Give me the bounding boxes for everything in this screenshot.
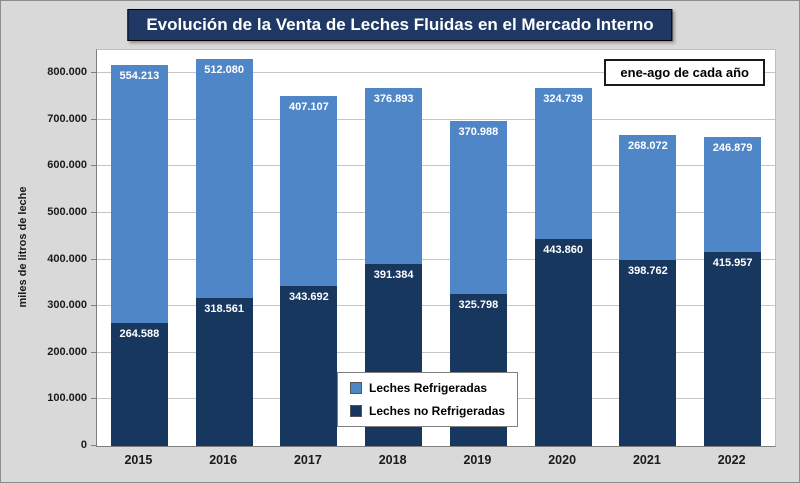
segment-leches-refrigeradas: 370.988: [449, 121, 507, 294]
data-label-no-refrigeradas: 318.561: [204, 303, 245, 315]
y-axis-tick-label: 800.000: [47, 66, 87, 78]
bar-slot: 407.107 343.692: [267, 50, 352, 446]
data-label-refrigeradas: 268.072: [627, 140, 668, 152]
y-axis-tick-label: 400.000: [47, 253, 87, 265]
x-axis-tick-label: 2022: [717, 453, 746, 467]
data-label-no-refrigeradas: 415.957: [712, 257, 753, 269]
segment-leches-refrigeradas: 512.080: [195, 59, 253, 298]
gridline: [97, 72, 775, 73]
segment-leches-refrigeradas: 246.879: [704, 137, 762, 252]
legend-item: Leches Refrigeradas: [350, 381, 505, 395]
y-axis-tick-mark: [91, 445, 96, 446]
gridline: [97, 119, 775, 120]
segment-leches-refrigeradas: 407.107: [280, 96, 338, 286]
y-axis-tick-mark: [91, 398, 96, 399]
y-axis-tick-label: 200.000: [47, 346, 87, 358]
stacked-bar: 324.739 443.860: [534, 88, 592, 446]
legend-label: Leches no Refrigeradas: [369, 404, 506, 418]
y-axis-tick-mark: [91, 259, 96, 260]
stacked-bar: 407.107 343.692: [280, 96, 338, 446]
y-axis-tick-mark: [91, 212, 96, 213]
gridline: [97, 212, 775, 213]
x-axis-tick-label: 2016: [209, 453, 238, 467]
data-label-no-refrigeradas: 398.762: [627, 265, 668, 277]
data-label-no-refrigeradas: 391.384: [373, 269, 414, 281]
bar-slot: 324.739 443.860: [521, 50, 606, 446]
y-axis-tick-label: 300.000: [47, 299, 87, 311]
data-label-no-refrigeradas: 343.692: [288, 291, 329, 303]
x-axis-tick-label: 2020: [548, 453, 577, 467]
y-axis-tick-mark: [91, 305, 96, 306]
stacked-bar: 512.080 318.561: [195, 59, 253, 446]
bar-slot: 512.080 318.561: [182, 50, 267, 446]
bars: 554.213 264.588 512.080 318.561 407.107 343.6…: [97, 50, 775, 446]
data-label-refrigeradas: 554.213: [119, 70, 160, 82]
segment-leches-no-refrigeradas: 398.762: [619, 260, 677, 446]
data-label-refrigeradas: 407.107: [288, 101, 329, 113]
data-label-no-refrigeradas: 325.798: [458, 299, 499, 311]
data-label-refrigeradas: 376.893: [373, 93, 414, 105]
data-label-refrigeradas: 370.988: [458, 126, 499, 138]
legend-label: Leches Refrigeradas: [369, 381, 488, 395]
chart-title: Evolución de la Venta de Leches Fluidas …: [127, 9, 673, 41]
y-axis-tick-label: 0: [80, 439, 87, 451]
plot-area: 554.213 264.588 512.080 318.561 407.107 343.6…: [96, 49, 776, 447]
legend-swatch: [350, 382, 362, 394]
segment-leches-refrigeradas: 554.213: [110, 65, 168, 323]
y-axis-tick-label: 500.000: [47, 206, 87, 218]
segment-leches-no-refrigeradas: 264.588: [110, 323, 168, 446]
segment-leches-no-refrigeradas: 443.860: [534, 239, 592, 446]
annotation-box: ene-ago de cada año: [604, 59, 765, 86]
bar-slot: 246.879 415.957: [690, 50, 775, 446]
segment-leches-refrigeradas: 376.893: [365, 88, 423, 264]
data-label-refrigeradas: 512.080: [204, 64, 245, 76]
segment-leches-no-refrigeradas: 318.561: [195, 298, 253, 446]
x-axis-tick-label: 2019: [463, 453, 492, 467]
bar-slot: 268.072 398.762: [606, 50, 691, 446]
y-axis-tick-mark: [91, 72, 96, 73]
segment-leches-no-refrigeradas: 415.957: [704, 252, 762, 446]
legend-swatch: [350, 405, 362, 417]
y-axis-title: miles de litros de leche: [17, 186, 29, 308]
x-axis: 2015 2016 2017 2018 2019 2020 2021 2022: [96, 453, 774, 467]
y-axis-tick-label: 700.000: [47, 113, 87, 125]
segment-leches-refrigeradas: 324.739: [534, 88, 592, 239]
gridline: [97, 352, 775, 353]
x-axis-tick-label: 2021: [632, 453, 661, 467]
segment-leches-no-refrigeradas: 343.692: [280, 286, 338, 446]
data-label-refrigeradas: 324.739: [543, 93, 584, 105]
y-axis-tick-mark: [91, 119, 96, 120]
legend-item: Leches no Refrigeradas: [350, 404, 505, 418]
y-axis-tick-mark: [91, 352, 96, 353]
legend: Leches Refrigeradas Leches no Refrigerada…: [337, 372, 519, 427]
gridline: [97, 165, 775, 166]
y-axis-tick-label: 100.000: [47, 392, 87, 404]
x-axis-tick-label: 2018: [378, 453, 407, 467]
data-label-no-refrigeradas: 443.860: [543, 244, 584, 256]
y-axis-tick-mark: [91, 165, 96, 166]
data-label-refrigeradas: 246.879: [712, 142, 753, 154]
x-axis-tick-label: 2015: [124, 453, 153, 467]
stacked-bar: 554.213 264.588: [110, 65, 168, 446]
x-axis-tick-label: 2017: [293, 453, 322, 467]
segment-leches-refrigeradas: 268.072: [619, 135, 677, 260]
gridline: [97, 259, 775, 260]
stacked-bar: 246.879 415.957: [704, 137, 762, 446]
stacked-bar: 268.072 398.762: [619, 135, 677, 446]
gridline: [97, 305, 775, 306]
data-label-no-refrigeradas: 264.588: [119, 328, 160, 340]
y-axis-tick-label: 600.000: [47, 159, 87, 171]
bar-slot: 554.213 264.588: [97, 50, 182, 446]
